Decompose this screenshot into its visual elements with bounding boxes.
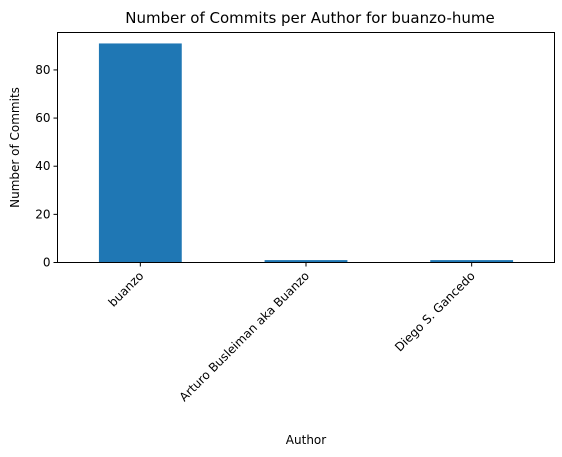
y-tick-label-1: 20: [35, 207, 50, 221]
x-axis-label: Author: [286, 433, 326, 447]
bar-1: [264, 260, 348, 263]
x-tick-label-2: Diego S. Gancedo: [392, 269, 478, 355]
y-tick-label-2: 40: [35, 159, 50, 173]
bars-group: [98, 43, 514, 263]
y-tick-label-4: 80: [35, 63, 50, 77]
x-tick-label-1: Arturo Busleiman aka Buanzo: [177, 269, 312, 404]
y-axis-label: Number of Commits: [8, 87, 22, 208]
bar-2: [430, 260, 514, 263]
y-tick-label-3: 60: [35, 111, 50, 125]
y-axis: 0 20 40 60 80: [35, 63, 58, 270]
chart-title: Number of Commits per Author for buanzo-…: [125, 9, 494, 27]
y-tick-label-0: 0: [43, 256, 51, 270]
x-axis: buanzo Arturo Busleiman aka Buanzo Diego S…: [106, 262, 478, 404]
bar-0: [98, 43, 182, 263]
x-tick-label-0: buanzo: [106, 269, 147, 310]
plot-frame: [57, 32, 555, 263]
